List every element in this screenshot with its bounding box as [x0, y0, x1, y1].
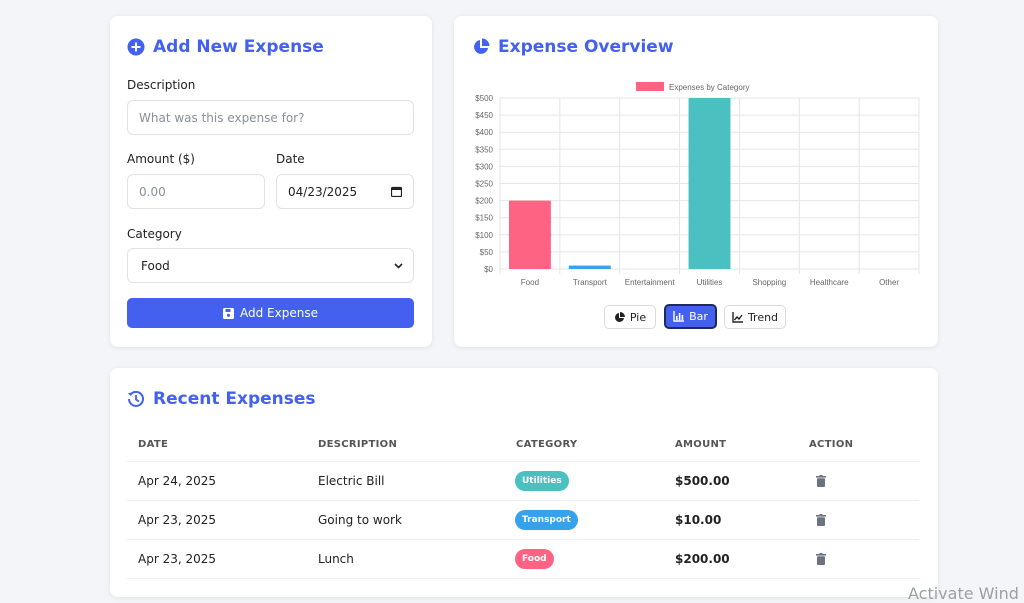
row-2-amount: $10.00 [675, 513, 722, 527]
row-3-date: Apr 23, 2025 [138, 552, 217, 566]
date-value: 04/23/2025 [288, 184, 358, 199]
y-tick-label: $500 [475, 94, 493, 103]
row-1-date: Apr 24, 2025 [138, 474, 217, 488]
row-3-divider [127, 578, 919, 579]
recent-expenses-title: Recent Expenses [127, 389, 316, 409]
column-header-category: CATEGORY [516, 439, 578, 450]
bar-utilities [688, 98, 731, 269]
y-tick-label: $100 [475, 231, 493, 240]
pie-view-button[interactable]: Pie [604, 305, 656, 329]
column-header-description: DESCRIPTION [318, 439, 398, 450]
x-tick-label: Food [521, 278, 539, 287]
x-tick-label: Healthcare [810, 278, 849, 287]
amount-input[interactable]: 0.00 [127, 174, 265, 209]
expense-overview-title: Expense Overview [472, 37, 674, 57]
bar-chart-icon [673, 311, 685, 322]
bar-food [508, 200, 551, 269]
row-3-category-badge: Food [515, 549, 554, 569]
category-select[interactable]: Food [127, 248, 414, 283]
y-tick-label: $200 [475, 197, 493, 206]
column-header-action: ACTION [809, 439, 854, 450]
legend-label: Expenses by Category [669, 83, 750, 92]
y-tick-label: $250 [475, 180, 493, 189]
y-tick-label: $350 [475, 145, 493, 154]
row-2-category-badge: Transport [515, 510, 578, 530]
chevron-down-icon [394, 262, 403, 269]
pie-chart-icon [474, 38, 490, 54]
x-tick-label: Utilities [697, 278, 723, 287]
row-1-amount: $500.00 [675, 474, 730, 488]
activate-windows-watermark: Activate Wind [908, 584, 1019, 603]
row-1-description: Electric Bill [318, 474, 385, 488]
description-placeholder: What was this expense for? [139, 110, 305, 125]
x-tick-label: Entertainment [625, 278, 676, 287]
row-2-divider [127, 539, 919, 540]
y-tick-label: $50 [480, 248, 494, 257]
row-2-description: Going to work [318, 513, 402, 527]
calendar-icon[interactable] [391, 186, 402, 197]
row-3-amount: $200.00 [675, 552, 730, 566]
x-tick-label: Transport [573, 278, 608, 287]
add-expense-button[interactable]: Add Expense [127, 298, 414, 328]
add-expense-button-label: Add Expense [240, 306, 318, 320]
y-tick-label: $450 [475, 111, 493, 120]
trend-view-label: Trend [747, 310, 779, 324]
amount-placeholder: 0.00 [139, 184, 166, 199]
row-1-delete-icon[interactable] [816, 475, 826, 487]
expense-bar-chart: Expenses by Category $0 $50 $100 $150 $200 $25… [475, 82, 920, 287]
legend-swatch [636, 82, 664, 91]
expense-overview-title-text: Expense Overview [498, 37, 674, 57]
description-label: Description [127, 78, 196, 92]
pie-view-label: Pie [629, 310, 647, 324]
header-divider [127, 461, 919, 462]
amount-label: Amount ($) [127, 152, 195, 166]
bar-view-label: Bar [689, 310, 708, 323]
column-header-date: DATE [138, 439, 169, 450]
plus-circle-icon [127, 38, 145, 56]
row-3-description: Lunch [318, 552, 354, 566]
add-expense-title-text: Add New Expense [153, 37, 324, 57]
trend-view-button[interactable]: Trend [724, 305, 786, 329]
y-tick-label: $300 [475, 162, 493, 171]
row-2-delete-icon[interactable] [816, 514, 826, 526]
recent-expenses-title-text: Recent Expenses [153, 389, 316, 409]
trend-icon [732, 311, 743, 323]
row-2-date: Apr 23, 2025 [138, 513, 217, 527]
add-expense-title: Add New Expense [127, 37, 324, 57]
history-icon [127, 390, 144, 407]
x-tick-label: Other [879, 278, 899, 287]
date-label: Date [276, 152, 305, 166]
y-tick-label: $400 [475, 128, 493, 137]
pie-icon [614, 311, 625, 322]
row-1-category-badge: Utilities [515, 471, 569, 491]
bar-view-button[interactable]: Bar [664, 304, 717, 329]
bar-transport [568, 265, 611, 269]
date-input[interactable]: 04/23/2025 [276, 174, 414, 209]
row-3-delete-icon[interactable] [816, 553, 826, 565]
x-tick-label: Shopping [752, 278, 786, 287]
y-tick-label: $150 [475, 214, 493, 223]
save-icon [223, 307, 234, 319]
column-header-amount: AMOUNT [675, 439, 727, 450]
description-input[interactable]: What was this expense for? [127, 100, 414, 135]
category-label: Category [127, 227, 182, 241]
row-1-divider [127, 500, 919, 501]
category-selected-value: Food [141, 258, 170, 273]
y-tick-label: $0 [484, 265, 493, 274]
